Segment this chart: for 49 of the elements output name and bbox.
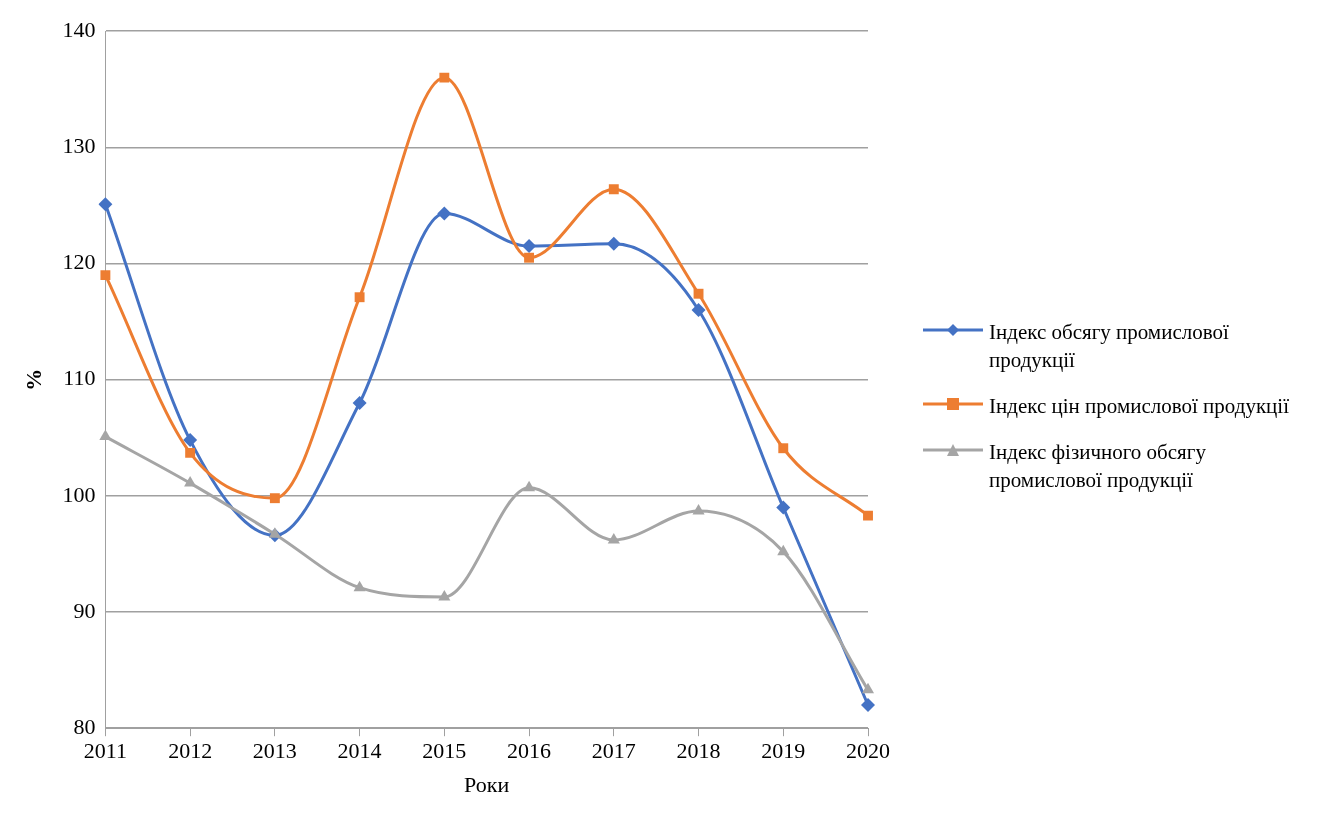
point xyxy=(692,503,705,515)
point xyxy=(693,288,704,299)
point xyxy=(691,303,706,317)
point xyxy=(524,252,535,263)
x-tick-label: 2012 xyxy=(168,738,213,764)
y-tick-label: 110 xyxy=(63,365,96,391)
point xyxy=(100,270,111,281)
point xyxy=(437,206,452,221)
legend-label: Індекс цін промислової продукції xyxy=(989,393,1289,420)
x-tick-label: 2020 xyxy=(846,738,890,764)
point xyxy=(185,447,196,458)
x-axis-title: Роки xyxy=(464,771,510,797)
x-tick-label: 2018 xyxy=(676,738,721,764)
legend-label: Індекс фізичного обсягу промислової продукції xyxy=(989,439,1207,494)
point xyxy=(776,500,791,515)
point xyxy=(268,527,281,538)
point xyxy=(863,510,873,521)
x-tick-label: 2017 xyxy=(591,738,636,764)
point xyxy=(523,480,536,492)
y-tick-label: 80 xyxy=(73,713,96,739)
y-tick-label: 120 xyxy=(62,249,96,275)
point xyxy=(778,443,789,454)
point xyxy=(607,533,620,544)
point xyxy=(608,184,619,195)
x-tick-label: 2016 xyxy=(507,738,552,764)
point xyxy=(777,544,790,556)
point xyxy=(522,239,537,254)
point xyxy=(183,433,198,448)
point xyxy=(269,493,280,504)
x-tick-label: 2019 xyxy=(761,738,806,764)
y-tick-label: 100 xyxy=(62,481,96,507)
y-tick-label: 130 xyxy=(62,133,96,159)
point xyxy=(353,580,366,592)
point xyxy=(438,589,451,601)
point xyxy=(98,197,113,212)
y-axis-title: % xyxy=(20,368,46,391)
point xyxy=(354,292,365,303)
y-tick-label: 140 xyxy=(62,16,96,42)
x-tick-label: 2015 xyxy=(422,738,467,764)
point xyxy=(352,395,367,410)
x-tick-label: 2011 xyxy=(83,738,127,764)
point xyxy=(439,72,450,83)
point xyxy=(861,697,875,712)
point xyxy=(606,236,621,251)
x-tick-label: 2013 xyxy=(252,738,297,764)
legend-label: Індекс обсягу промислової продукції xyxy=(989,319,1230,374)
x-tick-label: 2014 xyxy=(337,738,382,764)
y-tick-label: 90 xyxy=(73,597,96,623)
point xyxy=(861,682,875,694)
